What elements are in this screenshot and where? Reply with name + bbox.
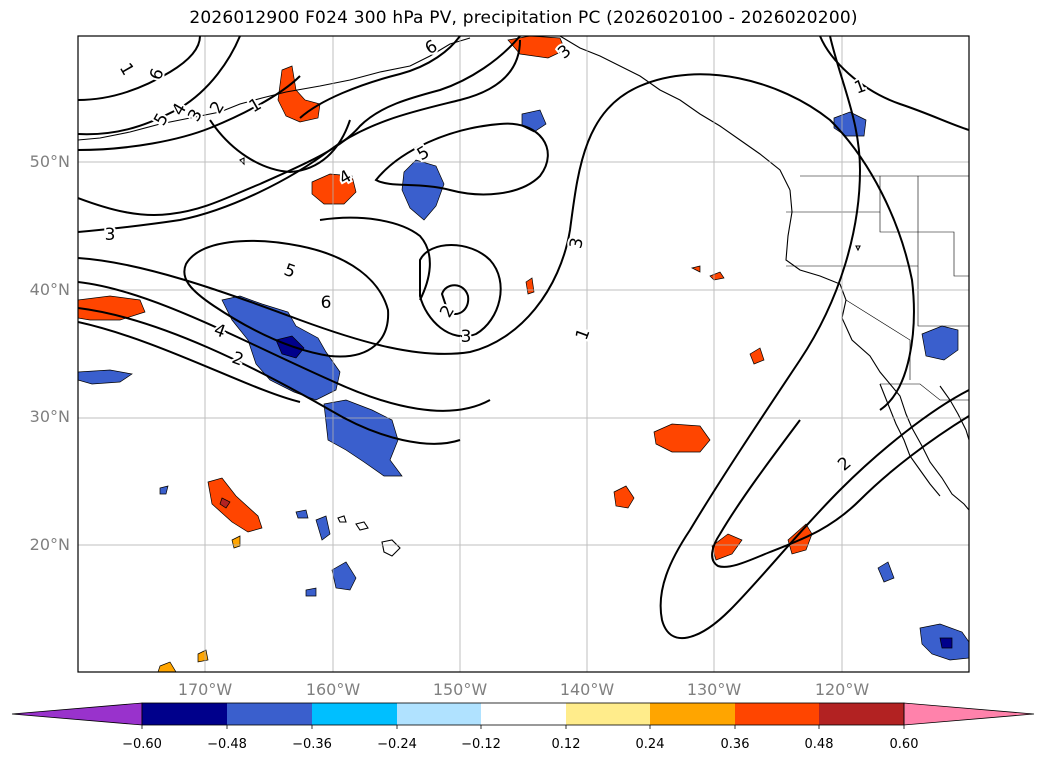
precip-positive-area	[711, 533, 743, 561]
lat-label: 40°N	[29, 280, 70, 299]
lon-label: 170°W	[177, 680, 233, 699]
precip-negative-area	[939, 637, 953, 649]
lon-label: 160°W	[305, 680, 361, 699]
colorbar-over-extend	[903, 702, 1035, 726]
pv-contour	[78, 75, 301, 151]
precip-negative-area	[275, 335, 305, 359]
precip-shading	[78, 36, 969, 672]
colorbar-under-extend	[11, 702, 143, 726]
island	[855, 245, 861, 252]
precip-positive-area	[207, 477, 263, 533]
precip-negative-area	[315, 515, 331, 541]
pv-contour	[711, 415, 969, 568]
colorbar-tick-label: 0.12	[551, 737, 581, 752]
pv-contour	[319, 216, 431, 301]
precip-negative-area	[305, 587, 317, 597]
colorbar-bin	[735, 703, 819, 725]
pv-contour	[374, 122, 549, 196]
pv-contour	[78, 281, 491, 412]
pv-contour	[78, 321, 301, 403]
pv-contour	[299, 36, 461, 119]
precip-negative-area	[877, 561, 895, 583]
lat-label: 50°N	[29, 152, 70, 171]
colorbar-tick-label: −0.48	[207, 737, 247, 752]
precip-positive-area	[613, 485, 635, 509]
pv-contour	[440, 284, 470, 315]
precip-positive-area	[507, 36, 566, 59]
precip-negative-area	[323, 399, 403, 477]
precip-negative-area	[78, 369, 133, 385]
pv-contour	[78, 36, 521, 217]
pv-contour	[819, 36, 969, 131]
map-title: 2026012900 F024 300 hPa PV, precipitatio…	[189, 8, 858, 28]
precip-positive-area	[157, 661, 177, 672]
lat-label: 20°N	[29, 535, 70, 554]
precip-positive-area	[219, 497, 231, 509]
colorbar-tick-label: −0.24	[377, 737, 417, 752]
colorbar-bin	[142, 703, 227, 725]
colorbar-bin	[312, 703, 397, 725]
hawaii-island	[355, 521, 369, 531]
hawaii-island	[337, 515, 347, 523]
precip-positive-area	[78, 295, 146, 321]
precip-negative-area	[159, 485, 169, 495]
colorbar-bin	[227, 703, 312, 725]
gulf-coast	[939, 385, 969, 441]
pv-contour	[78, 307, 461, 445]
precip-negative-area	[295, 509, 309, 519]
pv-contour	[78, 36, 241, 136]
contour-label: 6	[321, 293, 332, 313]
contour-label: 3	[461, 327, 472, 347]
colorbar	[11, 702, 1035, 729]
pv-contour	[419, 244, 502, 338]
state-border	[879, 212, 969, 277]
precip-positive-area	[311, 173, 357, 205]
colorbar-bin	[819, 703, 904, 725]
colorbar-bin	[566, 703, 650, 725]
north-america-coast	[785, 189, 969, 511]
alaska-panhandle-coast	[559, 36, 791, 191]
precip-positive-area	[653, 423, 711, 453]
colorbar-tick-label: −0.12	[461, 737, 501, 752]
pv-contour	[78, 36, 201, 101]
precip-negative-area	[331, 561, 357, 591]
pv-contour	[209, 119, 351, 174]
colorbar-tick-label: −0.36	[292, 737, 332, 752]
colorbar-tick-label: 0.36	[720, 737, 750, 752]
lon-label: 120°W	[814, 680, 870, 699]
hawaii-island	[381, 539, 401, 557]
state-border	[845, 299, 911, 380]
pv-contours	[78, 36, 969, 639]
pv-contour	[78, 39, 521, 233]
precip-positive-area	[277, 65, 321, 123]
pv-contour	[183, 239, 390, 358]
colorbar-bin	[397, 703, 481, 725]
precip-positive-area	[690, 265, 701, 273]
lon-label: 140°W	[559, 680, 615, 699]
pv-contour	[659, 36, 969, 639]
pv-contour	[78, 73, 915, 411]
precip-positive-area	[749, 347, 765, 365]
colorbar-bin	[481, 703, 566, 725]
map-background	[78, 36, 969, 672]
state-border	[917, 266, 969, 327]
precip-negative-area	[521, 109, 547, 133]
baja-coast	[879, 383, 941, 497]
lon-label: 150°W	[432, 680, 488, 699]
colorbar-tick-label: 0.60	[889, 737, 919, 752]
map-frame	[77, 35, 970, 673]
graticule	[78, 36, 969, 672]
contour-label: 3	[105, 225, 116, 245]
colorbar-tick-label: −0.60	[122, 737, 162, 752]
colorbar-tick-label: 0.24	[635, 737, 665, 752]
colorbar-tick-label: 0.48	[804, 737, 834, 752]
colorbar-outline	[141, 702, 905, 726]
colorbar-bin	[650, 703, 735, 725]
lon-label: 130°W	[686, 680, 742, 699]
lat-label: 30°N	[29, 407, 70, 426]
